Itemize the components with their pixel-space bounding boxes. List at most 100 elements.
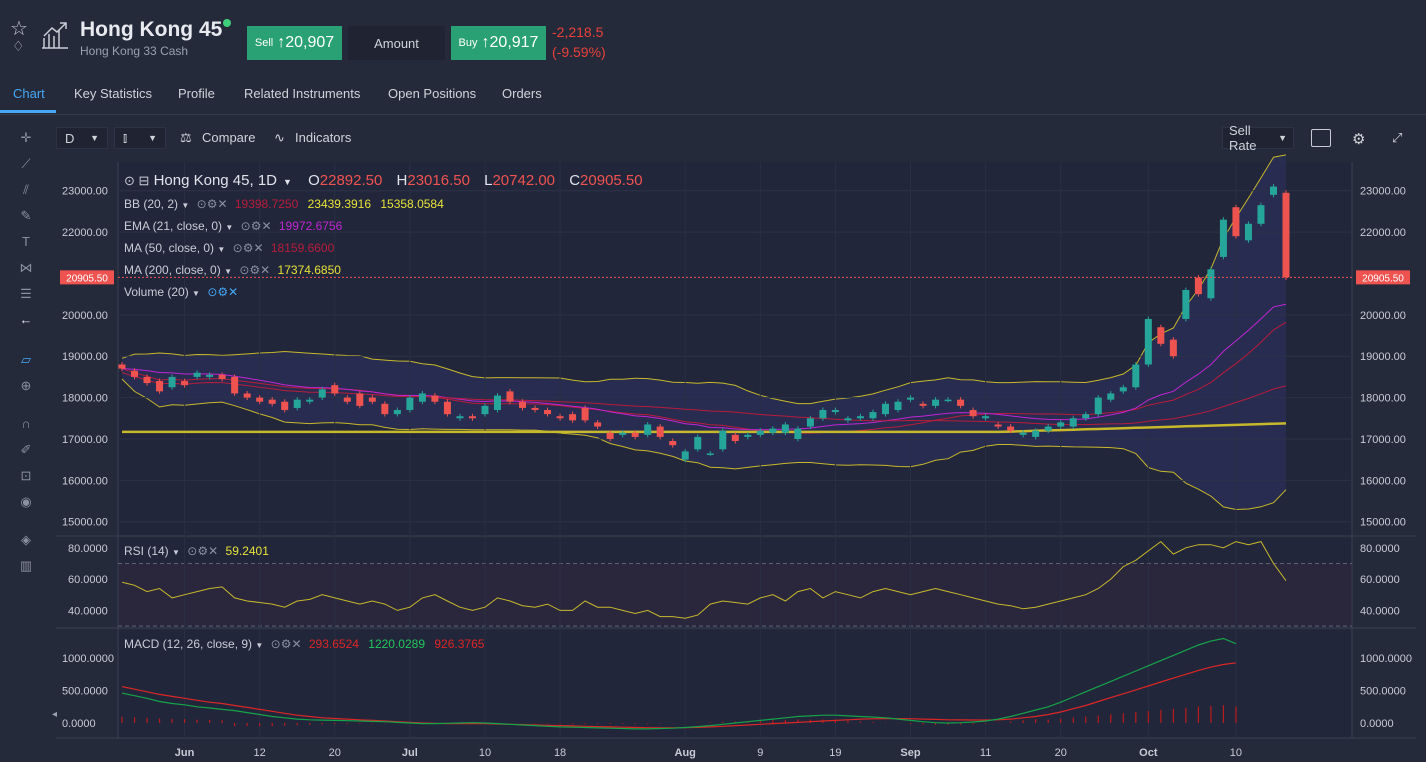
candle-body <box>206 374 214 377</box>
bb-legend[interactable]: BB (20, 2) ▼ ⊙⚙✕ 19398.7250 23439.3916 1… <box>124 197 444 211</box>
candle-body <box>1244 223 1252 241</box>
settings-gear-icon[interactable]: ⚙ <box>1352 131 1366 148</box>
price-change-pct: (-9.59%) <box>552 44 606 60</box>
indicators-button[interactable]: Indicators <box>295 130 352 145</box>
candle-body <box>143 376 151 384</box>
buy-label: Buy <box>458 37 478 49</box>
volume-legend[interactable]: Volume (20) ▼ ⊙⚙✕ <box>124 285 239 299</box>
time-tick-label: 9 <box>757 747 763 759</box>
chevron-down-icon[interactable]: ▼ <box>283 177 292 187</box>
macd-legend[interactable]: MACD (12, 26, close, 9) ▼ ⊙⚙✕ 293.6524 1… <box>124 637 485 651</box>
chart-trend-icon[interactable] <box>40 20 70 50</box>
candle-body <box>1269 186 1277 195</box>
brush-icon[interactable]: ✎ <box>20 208 32 223</box>
ruler-icon[interactable]: ▱ <box>21 352 31 367</box>
tab-key-statistics[interactable]: Key Statistics <box>74 86 153 101</box>
rsi-line <box>121 540 1287 619</box>
ema-controls-icon[interactable]: ⊙⚙✕ <box>240 219 272 233</box>
chart-type-select[interactable]: ⫾ ▼ <box>114 127 166 149</box>
collapse-arrow-icon[interactable]: ◂ <box>52 709 57 720</box>
candle-body <box>831 410 839 413</box>
rsi-controls-icon[interactable]: ⊙⚙✕ <box>187 544 219 558</box>
tab-open-positions[interactable]: Open Positions <box>388 86 477 101</box>
time-tick-label: 18 <box>554 747 566 759</box>
collapse-toggle-icon[interactable]: ⊙ ⊟ <box>124 173 150 188</box>
star-icon[interactable]: ☆ <box>10 18 28 40</box>
candle-body <box>1144 318 1152 365</box>
candle-body <box>869 412 877 419</box>
bb-label: BB (20, 2) <box>124 197 179 211</box>
candle-body <box>468 416 476 419</box>
candle-body <box>544 410 552 415</box>
bb-controls-icon[interactable]: ⊙⚙✕ <box>196 197 228 211</box>
parallel-lines-icon[interactable]: ⫽ <box>23 182 29 197</box>
lock-icon[interactable]: ⊡ <box>20 468 32 483</box>
low-value: 20742.00 <box>492 172 556 189</box>
rsi-legend[interactable]: RSI (14) ▼ ⊙⚙✕ 59.2401 <box>124 544 269 558</box>
candle-body <box>381 403 389 415</box>
ma50-legend[interactable]: MA (50, close, 0) ▼ ⊙⚙✕ 18159.6600 <box>124 241 335 255</box>
volume-controls-icon[interactable]: ⊙⚙✕ <box>207 285 239 299</box>
candle-body <box>681 451 689 460</box>
chevron-down-icon: ▼ <box>1278 133 1287 143</box>
candle-body <box>694 436 702 450</box>
bb-fill <box>122 154 1286 510</box>
tab-related-instruments[interactable]: Related Instruments <box>244 86 361 101</box>
eye-icon[interactable]: ◉ <box>20 494 32 509</box>
trend-line-icon[interactable]: ⟋ <box>21 156 31 171</box>
candle-body <box>1282 192 1290 278</box>
back-arrow-icon[interactable]: ← <box>19 312 33 327</box>
interval-select[interactable]: D ▼ <box>56 127 108 149</box>
candle-body <box>744 434 752 437</box>
pattern-icon[interactable]: ⋈ <box>19 260 33 275</box>
candle-body <box>481 405 489 415</box>
compare-icon[interactable]: ⚖ <box>180 130 192 145</box>
candle-body <box>1069 418 1077 427</box>
expand-icon[interactable]: ⤢ <box>1392 130 1403 145</box>
time-tick-label: 20 <box>1055 747 1067 759</box>
rate-select[interactable]: Sell Rate ▼ <box>1222 123 1294 153</box>
time-tick-label: Aug <box>675 747 696 759</box>
time-tick-label: Oct <box>1139 747 1158 759</box>
ema-legend[interactable]: EMA (21, close, 0) ▼ ⊙⚙✕ 19972.6756 <box>124 219 343 233</box>
price-tick-label: 15000.00 <box>1360 517 1406 529</box>
zoom-icon[interactable]: ⊕ <box>20 378 32 393</box>
lock-drawing-icon[interactable]: ✐ <box>20 442 32 457</box>
fibonacci-icon[interactable]: ☰ <box>20 286 32 301</box>
amount-input[interactable]: Amount <box>348 26 445 60</box>
bb-lower-value: 15358.0584 <box>380 197 444 211</box>
sell-button[interactable]: Sell ↑20,907 <box>247 26 342 60</box>
candle-body <box>982 416 990 419</box>
trash-icon[interactable]: ▥ <box>19 558 33 573</box>
chevron-down-icon: ▼ <box>148 133 157 143</box>
candle-body <box>1007 426 1015 431</box>
alert-bell-icon[interactable]: ♢ <box>12 38 25 54</box>
layers-icon[interactable]: ◈ <box>21 532 31 547</box>
indicator-legend: BB (20, 2) ▼ ⊙⚙✕ 19398.7250 23439.3916 1… <box>124 194 444 304</box>
fullscreen-box-icon[interactable] <box>1311 129 1331 147</box>
tab-chart[interactable]: Chart <box>13 86 45 101</box>
ma50-controls-icon[interactable]: ⊙⚙✕ <box>232 241 264 255</box>
candle-body <box>1107 393 1115 400</box>
candle-body <box>856 416 864 419</box>
indicators-icon[interactable]: ∿ <box>274 130 285 145</box>
candle-body <box>168 376 176 388</box>
macd-line-value: 1220.0289 <box>368 637 426 651</box>
candle-body <box>131 370 139 377</box>
ma200-legend[interactable]: MA (200, close, 0) ▼ ⊙⚙✕ 17374.6850 <box>124 263 341 277</box>
ma200-controls-icon[interactable]: ⊙⚙✕ <box>239 263 271 277</box>
tab-orders[interactable]: Orders <box>502 86 542 101</box>
candle-body <box>794 428 802 439</box>
candle-body <box>331 385 339 394</box>
candle-body <box>932 399 940 406</box>
tab-profile[interactable]: Profile <box>178 86 215 101</box>
candle-body <box>281 401 289 410</box>
buy-button[interactable]: Buy ↑20,917 <box>451 26 546 60</box>
compare-button[interactable]: Compare <box>202 130 256 145</box>
candle-body <box>1232 207 1240 237</box>
magnet-icon[interactable]: ∩ <box>21 416 31 431</box>
text-tool-icon[interactable]: T <box>22 234 30 249</box>
crosshair-icon[interactable]: ✛ <box>20 130 32 145</box>
macd-controls-icon[interactable]: ⊙⚙✕ <box>270 637 302 651</box>
